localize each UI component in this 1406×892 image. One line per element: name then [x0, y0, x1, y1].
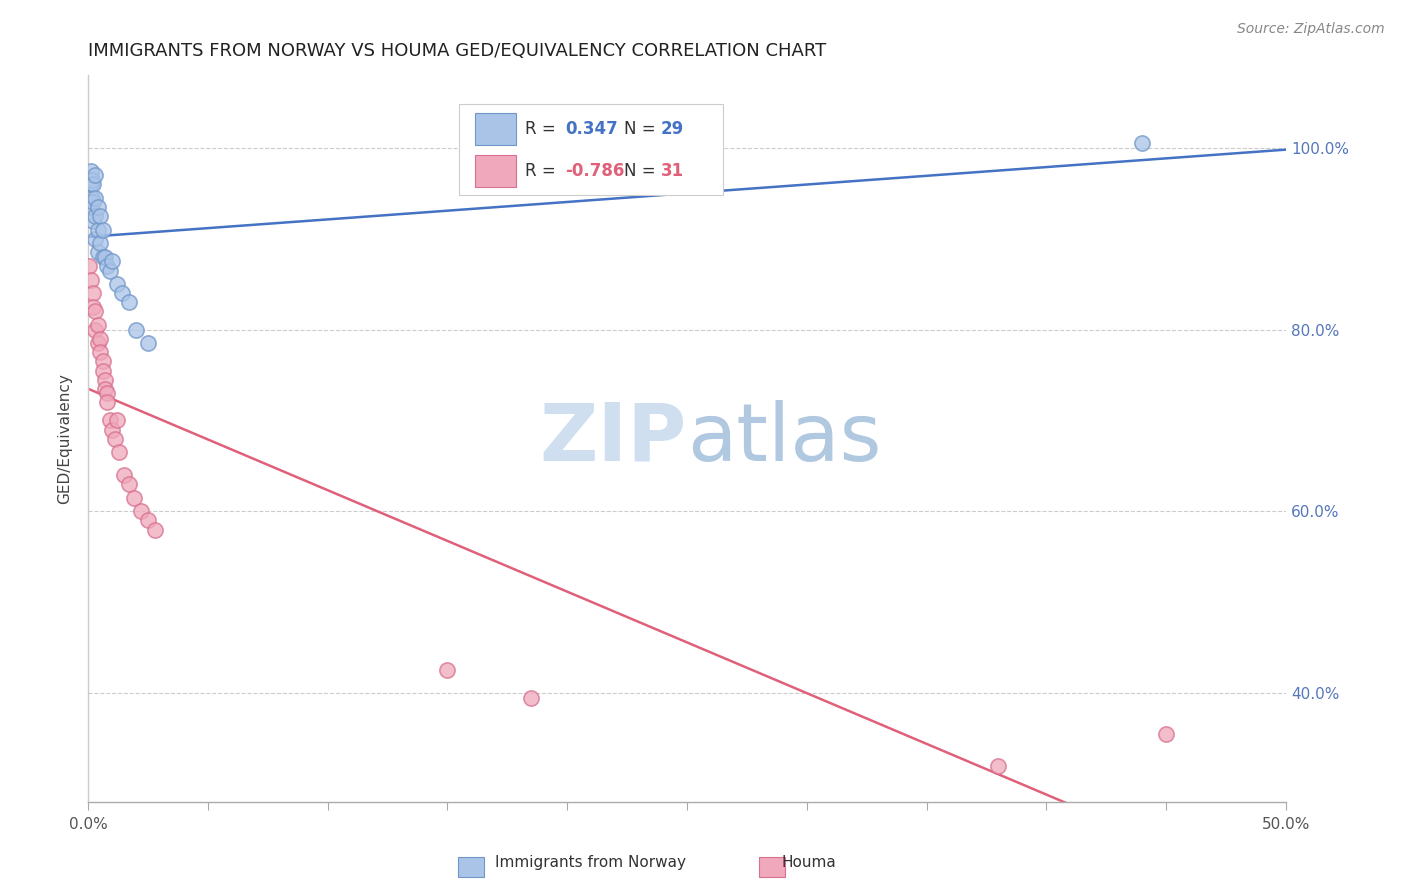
Point [91, 250, 114, 264]
Point [89, 332, 111, 346]
Text: R =: R = [526, 161, 557, 179]
Point [125, 323, 148, 337]
Point [82, 300, 104, 314]
Point [79, 259, 101, 273]
Point [118, 295, 141, 310]
Point [89, 345, 111, 359]
Point [79, 273, 101, 287]
Point [94, 250, 117, 264]
Point [96, 386, 118, 401]
Point [84, 323, 107, 337]
Point [91, 222, 114, 236]
Point [84, 168, 107, 182]
Point [987, 758, 1010, 772]
Point [118, 477, 141, 491]
Point [87, 245, 110, 260]
Point [98, 263, 121, 277]
Point [98, 413, 121, 427]
Point [79, 178, 101, 192]
Text: IMMIGRANTS FROM NORWAY VS HOUMA GED/EQUIVALENCY CORRELATION CHART: IMMIGRANTS FROM NORWAY VS HOUMA GED/EQUI… [89, 42, 827, 60]
Point [82, 213, 104, 227]
Point [84, 232, 107, 246]
Point [89, 209, 111, 223]
Point [129, 504, 152, 518]
Point [436, 664, 458, 678]
Point [91, 363, 114, 377]
Text: -0.786: -0.786 [565, 161, 624, 179]
Text: 29: 29 [661, 120, 683, 138]
Point [103, 432, 125, 446]
Point [136, 336, 159, 351]
Point [87, 200, 110, 214]
Point [89, 236, 111, 251]
Point [79, 163, 101, 178]
Text: Immigrants from Norway: Immigrants from Norway [495, 855, 686, 870]
Point [108, 445, 131, 459]
Point [80, 172, 103, 186]
Point [111, 286, 134, 301]
Text: Houma: Houma [782, 855, 835, 870]
Point [96, 259, 118, 273]
Point [136, 513, 159, 527]
Point [82, 178, 104, 192]
Point [87, 336, 110, 351]
Text: ZIP: ZIP [540, 400, 688, 477]
Point [87, 222, 110, 236]
Text: 31: 31 [661, 161, 683, 179]
Point [94, 382, 117, 396]
Point [82, 195, 104, 210]
Text: N =: N = [624, 120, 655, 138]
FancyBboxPatch shape [759, 857, 785, 877]
Point [105, 413, 128, 427]
Point [94, 373, 117, 387]
Point [143, 523, 166, 537]
Y-axis label: GED/Equivalency: GED/Equivalency [58, 373, 72, 504]
Text: N =: N = [624, 161, 655, 179]
Point [84, 191, 107, 205]
Point [112, 468, 135, 483]
Point [101, 423, 124, 437]
FancyBboxPatch shape [475, 112, 516, 145]
Point [520, 690, 543, 705]
Point [79, 200, 101, 214]
Point [87, 318, 110, 332]
Point [91, 354, 114, 368]
FancyBboxPatch shape [460, 104, 723, 195]
Point [96, 395, 118, 409]
Point [82, 286, 104, 301]
Point [1130, 136, 1153, 151]
Text: 0.347: 0.347 [565, 120, 617, 138]
FancyBboxPatch shape [475, 154, 516, 186]
FancyBboxPatch shape [458, 857, 484, 877]
Point [80, 191, 103, 205]
Text: Source: ZipAtlas.com: Source: ZipAtlas.com [1237, 22, 1385, 37]
Text: atlas: atlas [688, 400, 882, 477]
Point [122, 491, 145, 505]
Point [1154, 727, 1177, 741]
Point [105, 277, 128, 292]
Point [84, 209, 107, 223]
Point [101, 254, 124, 268]
Text: R =: R = [526, 120, 557, 138]
Point [84, 304, 107, 318]
